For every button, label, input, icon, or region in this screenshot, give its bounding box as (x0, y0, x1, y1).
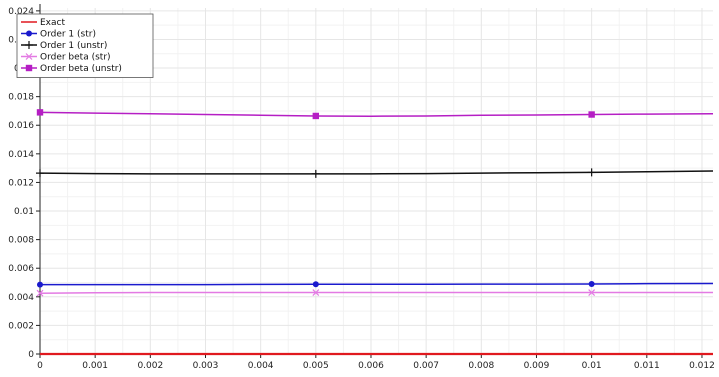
y-tick-label: 0.01 (14, 207, 34, 217)
legend-marker[interactable] (25, 64, 33, 72)
y-tick-label: 0.006 (8, 264, 34, 274)
data-point[interactable] (312, 289, 320, 296)
legend-marker[interactable] (26, 30, 32, 37)
data-point[interactable] (587, 168, 596, 177)
series-layer (36, 109, 714, 356)
series-3 (36, 289, 713, 297)
legend-box (16, 13, 154, 78)
data-point[interactable] (36, 169, 44, 178)
data-point[interactable] (312, 281, 319, 288)
series-line[interactable] (39, 291, 713, 294)
legend-item[interactable]: Order beta (str) (21, 53, 111, 63)
y-tick-label: 0.008 (8, 236, 34, 246)
series-line[interactable] (39, 111, 714, 117)
y-tick-label: 0.014 (8, 150, 34, 160)
x-tick-label: 0.006 (358, 361, 384, 371)
y-tick-label: 0.024 (8, 7, 34, 17)
x-tick-label: 0 (37, 361, 43, 371)
legend-marker[interactable] (25, 53, 33, 60)
x-tick-label: 0.005 (303, 361, 329, 371)
x-tick-label: 0.009 (524, 361, 550, 371)
legend-label: Order 1 (unstr) (40, 41, 107, 51)
y-tick-label: 0.004 (8, 293, 34, 303)
x-tick-label: 0.01 (582, 361, 602, 371)
x-tick-label: 0.007 (413, 361, 439, 371)
data-point[interactable] (588, 289, 596, 296)
series-1 (37, 280, 714, 288)
series-line[interactable] (40, 282, 714, 286)
legend-label: Order beta (str) (40, 53, 111, 63)
legend-label: Order 1 (str) (40, 30, 96, 40)
x-tick-label: 0.008 (468, 361, 494, 371)
legend-item[interactable]: Exact (21, 18, 65, 28)
series-4 (36, 109, 714, 120)
legend-label: Order beta (unstr) (40, 64, 122, 74)
y-tick-label: 0 (28, 350, 34, 360)
x-tick-label: 0.004 (248, 361, 274, 371)
x-tick-label: 0.003 (193, 361, 219, 371)
data-point[interactable] (37, 281, 43, 288)
y-tick-label: 0.016 (8, 121, 34, 131)
series-2 (36, 168, 714, 178)
x-tick-label: 0.002 (137, 361, 163, 371)
legend[interactable]: Exact Order 1 (str)Order 1 (unstr) Order b… (16, 13, 154, 78)
data-point[interactable] (588, 111, 595, 118)
legend-item[interactable]: Order beta (unstr) (21, 64, 122, 74)
axis-layer: 0 0.002 0.004 0.006 0.008 0.01 0.012 0.014 0.016… (8, 4, 715, 371)
legend-label: Exact (40, 18, 65, 28)
x-tick-label: 0.001 (82, 361, 108, 371)
series-line[interactable] (39, 170, 714, 175)
x-tick-label: 0.012 (689, 361, 715, 371)
legend-item[interactable]: Order 1 (str) (21, 30, 96, 40)
data-point[interactable] (36, 109, 44, 116)
data-point[interactable] (311, 169, 320, 178)
y-tick-label: 0.012 (8, 178, 34, 188)
x-tick-label: 0.011 (634, 361, 660, 371)
data-point[interactable] (588, 280, 595, 287)
data-point[interactable] (36, 289, 44, 297)
legend-marker[interactable] (25, 41, 33, 49)
y-tick-label: 0.002 (8, 321, 34, 331)
legend-item[interactable]: Order 1 (unstr) (21, 41, 107, 51)
data-point[interactable] (312, 112, 320, 120)
y-tick-label: 0.018 (8, 93, 34, 103)
